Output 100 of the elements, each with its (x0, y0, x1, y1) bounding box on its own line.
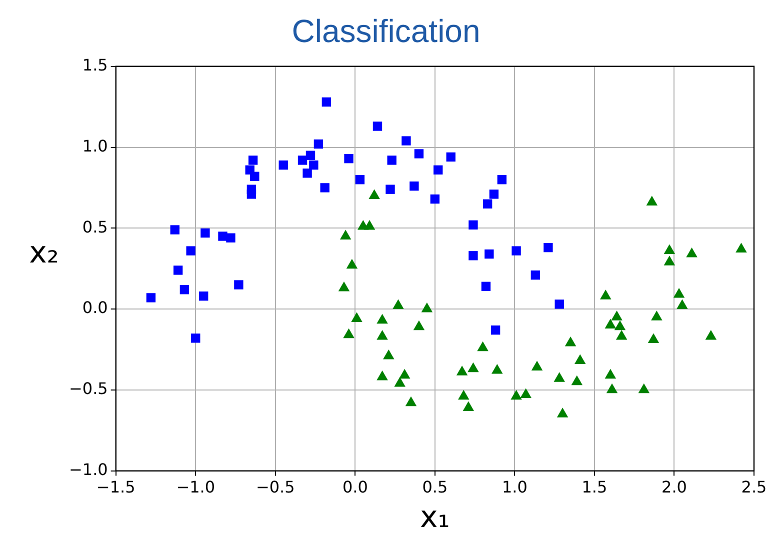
point (510, 390, 522, 400)
point (489, 190, 499, 199)
point (531, 360, 543, 371)
y-tick-label: 0.0 (82, 298, 108, 318)
point (278, 160, 288, 170)
point (446, 152, 456, 162)
point (355, 175, 365, 184)
x-axis-title: x₁ (420, 500, 450, 535)
point (309, 160, 318, 170)
point (458, 390, 470, 400)
point (611, 310, 622, 320)
point (173, 266, 183, 275)
x-tick-label: −0.5 (256, 478, 295, 497)
point (199, 292, 208, 301)
point (481, 282, 491, 291)
point (170, 225, 180, 234)
point (186, 246, 196, 256)
point (614, 320, 626, 330)
point (482, 199, 492, 208)
point (574, 354, 586, 364)
point (383, 349, 394, 360)
point (322, 97, 332, 107)
point (413, 320, 425, 330)
point (402, 136, 411, 146)
point (606, 383, 618, 394)
point (616, 330, 628, 340)
y-tick-label: 0.5 (82, 217, 108, 236)
point (302, 168, 312, 178)
x-tick-label: 2.0 (662, 478, 687, 497)
point (604, 318, 616, 328)
point (421, 302, 433, 312)
point (226, 233, 236, 242)
point (462, 401, 474, 411)
point (544, 242, 553, 252)
x-tick-label: 2.5 (741, 478, 767, 497)
point (686, 248, 698, 258)
point (554, 372, 565, 382)
x-tick-label: −1.0 (176, 478, 216, 497)
point (364, 220, 376, 230)
point (673, 288, 685, 298)
point (705, 330, 717, 340)
point (520, 388, 532, 398)
point (368, 189, 380, 200)
point (664, 256, 676, 266)
point (571, 375, 583, 386)
point (387, 156, 396, 165)
point (343, 328, 354, 338)
point (372, 122, 382, 131)
point (638, 383, 650, 394)
y-tick-label: 1.0 (82, 136, 108, 156)
point (298, 156, 308, 165)
point (736, 242, 747, 252)
x-tick-label: 0.0 (342, 478, 368, 497)
y-tick-label: 1.5 (82, 56, 108, 75)
point (250, 172, 260, 181)
point (468, 220, 478, 230)
point (248, 156, 258, 165)
point (477, 341, 488, 352)
point (497, 175, 507, 184)
point (394, 376, 406, 387)
x-tick-label: 1.0 (502, 478, 528, 497)
point (346, 258, 358, 269)
point (512, 246, 521, 256)
point (490, 325, 500, 335)
point (554, 300, 564, 309)
point (434, 165, 443, 175)
point (344, 154, 354, 164)
point (468, 362, 479, 372)
point (405, 396, 417, 406)
point (200, 228, 210, 238)
point (430, 194, 440, 204)
point (398, 368, 410, 379)
x-tick-label: 1.5 (582, 478, 608, 497)
point (340, 230, 352, 240)
chart-title: Classification (292, 13, 480, 50)
point (414, 149, 424, 158)
point (351, 312, 362, 322)
point (484, 249, 494, 259)
point (651, 310, 662, 320)
point (246, 190, 256, 199)
point (180, 285, 190, 294)
point (564, 336, 576, 346)
point (664, 244, 676, 254)
point (386, 184, 395, 194)
x-tick-label: 0.5 (422, 478, 448, 497)
point (492, 364, 503, 374)
point (456, 366, 468, 376)
y-tick-label: −0.5 (68, 379, 108, 398)
point (392, 299, 404, 310)
point (314, 139, 324, 149)
point (376, 314, 388, 324)
point (676, 299, 688, 310)
point (468, 251, 478, 260)
point (604, 368, 616, 379)
point (648, 333, 660, 344)
y-axis-title: x₂ (29, 235, 59, 270)
point (376, 330, 388, 340)
point (376, 370, 388, 380)
point (306, 150, 316, 160)
y-tick-label: −1.0 (68, 460, 108, 479)
